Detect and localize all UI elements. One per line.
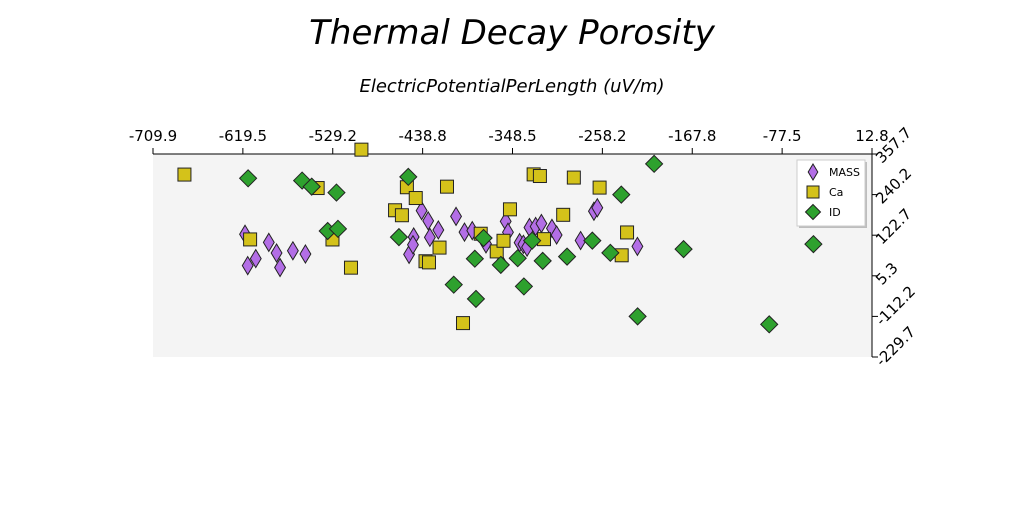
data-point-ca — [566, 170, 581, 185]
data-point-id — [399, 167, 418, 187]
y-tick-label: 240.2 — [872, 164, 915, 207]
data-point-ca — [532, 169, 547, 184]
data-point-id — [328, 219, 348, 239]
data-point-mass — [591, 197, 604, 218]
x-tick-label: 12.8 — [855, 127, 888, 145]
data-point-mass — [286, 240, 299, 261]
series-id — [238, 154, 823, 334]
data-point-mass — [262, 232, 275, 253]
series-ca — [177, 142, 635, 331]
data-point-ca — [502, 202, 517, 217]
x-tick-label: -258.2 — [578, 127, 626, 145]
legend-marker-ca — [806, 185, 820, 199]
x-tick-label: -529.2 — [309, 127, 357, 145]
data-point-id — [804, 234, 823, 254]
data-point-ca — [439, 179, 454, 194]
legend-label-ca: Ca — [829, 186, 843, 199]
data-point-id — [760, 315, 779, 334]
data-point-id — [522, 231, 542, 250]
data-point-id — [302, 177, 321, 196]
data-point-ca — [343, 260, 358, 275]
data-points — [177, 142, 823, 334]
data-point-mass — [574, 230, 587, 251]
data-point-ca — [408, 191, 423, 206]
data-point-mass — [550, 225, 563, 246]
data-point-mass — [299, 244, 312, 264]
data-point-id — [601, 243, 620, 263]
data-point-id — [612, 185, 631, 204]
data-point-ca — [432, 240, 447, 255]
data-point-mass — [270, 243, 283, 263]
data-point-mass — [415, 200, 428, 221]
data-point-id — [238, 169, 258, 188]
data-point-id — [474, 228, 493, 248]
data-point-ca — [354, 142, 369, 157]
data-point-id — [674, 239, 693, 259]
y-tick-label: 5.3 — [872, 259, 902, 289]
data-point-ca — [421, 255, 436, 270]
chart-title: Thermal Decay Porosity — [309, 13, 716, 53]
data-point-ca — [620, 225, 635, 240]
data-point-mass — [274, 257, 287, 278]
legend-label-id: ID — [829, 206, 841, 219]
x-tick-label: -167.8 — [668, 127, 716, 145]
x-axis: -709.9 -619.5 -529.2 -438.8 -348.5 -258.2 -167… — [129, 127, 889, 155]
x-tick-label: -619.5 — [219, 127, 267, 145]
data-point-mass — [406, 234, 419, 255]
data-point-mass — [450, 206, 463, 227]
x-tick-label: -438.8 — [398, 127, 446, 145]
data-point-id — [466, 289, 486, 309]
data-point-id — [557, 247, 577, 266]
data-point-mass — [422, 210, 435, 231]
x-tick-label: -348.5 — [488, 127, 536, 145]
data-point-mass — [249, 248, 262, 269]
data-point-id — [628, 307, 647, 326]
x-axis-label: ElectricPotentialPerLength (uV/m) — [359, 76, 664, 97]
legend-marker-id — [804, 203, 822, 221]
legend: MASS Ca ID — [796, 159, 867, 228]
data-point-id — [583, 231, 602, 250]
data-point-mass — [241, 255, 254, 276]
data-point-ca — [592, 180, 607, 195]
y-tick-label: 122.7 — [872, 205, 915, 248]
x-tick-label: -709.9 — [129, 127, 177, 145]
data-point-ca — [177, 167, 192, 182]
data-point-id — [644, 154, 664, 174]
data-point-id — [465, 249, 485, 268]
y-tick-label: -112.2 — [872, 282, 919, 329]
data-point-id — [444, 275, 463, 294]
data-point-id — [533, 251, 552, 271]
data-point-id — [514, 277, 534, 296]
data-point-id — [491, 255, 511, 275]
data-point-ca — [496, 233, 511, 248]
legend-label-mass: MASS — [829, 166, 860, 179]
x-tick-label: -77.5 — [763, 127, 802, 145]
data-point-mass — [631, 236, 644, 257]
data-point-ca — [394, 208, 409, 223]
data-point-ca — [243, 232, 258, 247]
data-point-id — [508, 248, 527, 268]
data-point-id — [327, 183, 346, 202]
y-tick-label: -229.7 — [872, 323, 919, 370]
data-point-ca — [456, 316, 471, 331]
legend-marker-mass — [807, 163, 819, 181]
data-point-mass — [432, 219, 445, 240]
data-point-mass — [423, 227, 436, 248]
data-point-id — [389, 227, 409, 247]
data-point-ca — [556, 207, 571, 222]
